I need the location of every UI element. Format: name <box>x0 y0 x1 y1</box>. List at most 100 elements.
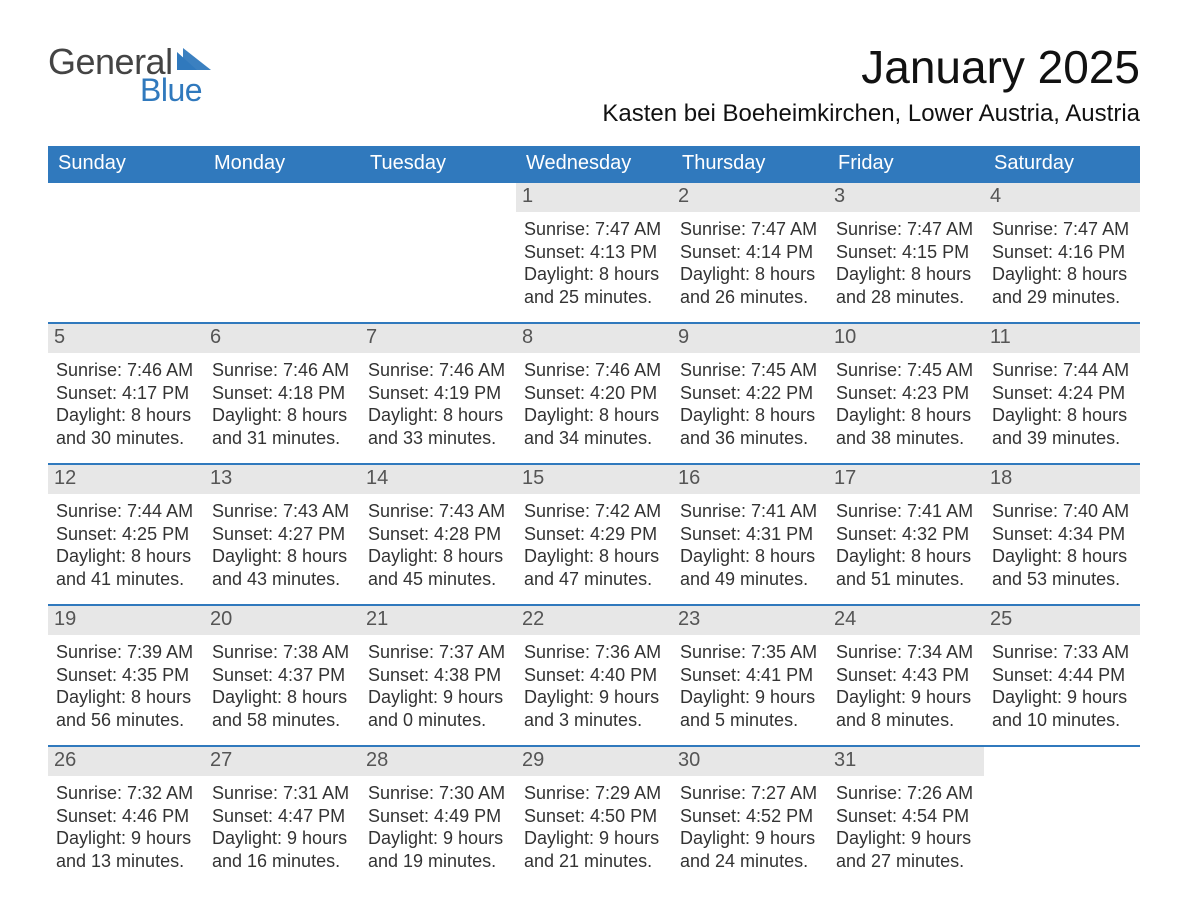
day-day1: Daylight: 8 hours <box>368 545 508 568</box>
day-sunrise: Sunrise: 7:37 AM <box>368 641 508 664</box>
day-sunset: Sunset: 4:54 PM <box>836 805 976 828</box>
day-cell: 12Sunrise: 7:44 AMSunset: 4:25 PMDayligh… <box>48 465 204 604</box>
day-day1: Daylight: 9 hours <box>368 827 508 850</box>
day-cell: 4Sunrise: 7:47 AMSunset: 4:16 PMDaylight… <box>984 183 1140 322</box>
day-cell: 8Sunrise: 7:46 AMSunset: 4:20 PMDaylight… <box>516 324 672 463</box>
day-sunset: Sunset: 4:20 PM <box>524 382 664 405</box>
day-number: 8 <box>516 324 672 353</box>
day-details: Sunrise: 7:26 AMSunset: 4:54 PMDaylight:… <box>836 782 976 872</box>
day-details: Sunrise: 7:35 AMSunset: 4:41 PMDaylight:… <box>680 641 820 731</box>
day-sunrise: Sunrise: 7:47 AM <box>836 218 976 241</box>
day-sunrise: Sunrise: 7:47 AM <box>680 218 820 241</box>
day-day2: and 47 minutes. <box>524 568 664 591</box>
weekday-header-row: Sunday Monday Tuesday Wednesday Thursday… <box>48 146 1140 183</box>
day-sunset: Sunset: 4:38 PM <box>368 664 508 687</box>
day-cell <box>204 183 360 322</box>
day-sunset: Sunset: 4:37 PM <box>212 664 352 687</box>
day-day1: Daylight: 9 hours <box>992 686 1132 709</box>
day-number: 4 <box>984 183 1140 212</box>
day-day2: and 29 minutes. <box>992 286 1132 309</box>
day-details: Sunrise: 7:41 AMSunset: 4:32 PMDaylight:… <box>836 500 976 590</box>
day-details: Sunrise: 7:38 AMSunset: 4:37 PMDaylight:… <box>212 641 352 731</box>
day-sunset: Sunset: 4:43 PM <box>836 664 976 687</box>
day-number: 5 <box>48 324 204 353</box>
day-number <box>204 183 360 212</box>
day-sunrise: Sunrise: 7:36 AM <box>524 641 664 664</box>
day-number: 12 <box>48 465 204 494</box>
day-day2: and 31 minutes. <box>212 427 352 450</box>
day-number: 11 <box>984 324 1140 353</box>
weekday-header: Thursday <box>672 146 828 183</box>
day-cell <box>48 183 204 322</box>
day-cell: 29Sunrise: 7:29 AMSunset: 4:50 PMDayligh… <box>516 747 672 886</box>
day-sunset: Sunset: 4:47 PM <box>212 805 352 828</box>
weeks-container: 1 Sunrise: 7:47 AM Sunset: 4:13 PM Daylight… <box>48 183 1140 886</box>
day-number <box>984 747 1140 776</box>
day-sunrise: Sunrise: 7:46 AM <box>524 359 664 382</box>
day-cell: 3 Sunrise: 7:47 AMSunset: 4:15 PMDaylight… <box>828 183 984 322</box>
weekday-header: Sunday <box>48 146 204 183</box>
day-number: 3 <box>828 183 984 212</box>
day-sunrise: Sunrise: 7:39 AM <box>56 641 196 664</box>
week-row: 19Sunrise: 7:39 AMSunset: 4:35 PMDayligh… <box>48 604 1140 745</box>
week-row: 26Sunrise: 7:32 AMSunset: 4:46 PMDayligh… <box>48 745 1140 886</box>
day-cell <box>984 747 1140 886</box>
day-sunset: Sunset: 4:50 PM <box>524 805 664 828</box>
day-cell: 25Sunrise: 7:33 AMSunset: 4:44 PMDayligh… <box>984 606 1140 745</box>
day-sunrise: Sunrise: 7:27 AM <box>680 782 820 805</box>
day-sunrise: Sunrise: 7:43 AM <box>212 500 352 523</box>
day-number: 20 <box>204 606 360 635</box>
day-day1: Daylight: 8 hours <box>992 263 1132 286</box>
day-sunrise: Sunrise: 7:41 AM <box>836 500 976 523</box>
day-sunset: Sunset: 4:13 PM <box>524 241 664 264</box>
day-day2: and 41 minutes. <box>56 568 196 591</box>
day-number <box>48 183 204 212</box>
day-sunrise: Sunrise: 7:38 AM <box>212 641 352 664</box>
day-sunset: Sunset: 4:24 PM <box>992 382 1132 405</box>
day-number: 30 <box>672 747 828 776</box>
weekday-header: Monday <box>204 146 360 183</box>
day-cell: 21Sunrise: 7:37 AMSunset: 4:38 PMDayligh… <box>360 606 516 745</box>
day-sunrise: Sunrise: 7:46 AM <box>212 359 352 382</box>
day-cell: 17Sunrise: 7:41 AMSunset: 4:32 PMDayligh… <box>828 465 984 604</box>
day-cell: 11Sunrise: 7:44 AMSunset: 4:24 PMDayligh… <box>984 324 1140 463</box>
day-sunrise: Sunrise: 7:44 AM <box>56 500 196 523</box>
day-sunrise: Sunrise: 7:32 AM <box>56 782 196 805</box>
day-details: Sunrise: 7:34 AMSunset: 4:43 PMDaylight:… <box>836 641 976 731</box>
day-day2: and 53 minutes. <box>992 568 1132 591</box>
day-details: Sunrise: 7:46 AMSunset: 4:17 PMDaylight:… <box>56 359 196 449</box>
day-day1: Daylight: 8 hours <box>992 545 1132 568</box>
day-cell: 10Sunrise: 7:45 AMSunset: 4:23 PMDayligh… <box>828 324 984 463</box>
day-day1: Daylight: 9 hours <box>680 827 820 850</box>
day-day1: Daylight: 8 hours <box>212 545 352 568</box>
day-sunrise: Sunrise: 7:26 AM <box>836 782 976 805</box>
day-day2: and 56 minutes. <box>56 709 196 732</box>
day-number: 19 <box>48 606 204 635</box>
day-cell: 5 Sunrise: 7:46 AMSunset: 4:17 PMDaylight… <box>48 324 204 463</box>
day-day1: Daylight: 8 hours <box>680 545 820 568</box>
calendar-grid: Sunday Monday Tuesday Wednesday Thursday… <box>48 146 1140 886</box>
day-sunset: Sunset: 4:23 PM <box>836 382 976 405</box>
weekday-header: Friday <box>828 146 984 183</box>
day-cell: 14Sunrise: 7:43 AMSunset: 4:28 PMDayligh… <box>360 465 516 604</box>
day-number: 31 <box>828 747 984 776</box>
day-number: 15 <box>516 465 672 494</box>
title-block: January 2025 Kasten bei Boeheimkirchen, … <box>602 44 1140 128</box>
day-cell: 20 Sunrise: 7:38 AMSunset: 4:37 PMDayligh… <box>204 606 360 745</box>
day-day1: Daylight: 8 hours <box>56 545 196 568</box>
day-sunset: Sunset: 4:44 PM <box>992 664 1132 687</box>
day-details: Sunrise: 7:47 AMSunset: 4:14 PMDaylight:… <box>680 218 820 308</box>
day-sunset: Sunset: 4:28 PM <box>368 523 508 546</box>
day-sunset: Sunset: 4:22 PM <box>680 382 820 405</box>
day-number: 14 <box>360 465 516 494</box>
day-number: 26 <box>48 747 204 776</box>
day-sunset: Sunset: 4:14 PM <box>680 241 820 264</box>
calendar-page: General Blue January 2025 Kasten bei Boe… <box>0 0 1188 918</box>
day-day1: Daylight: 9 hours <box>836 827 976 850</box>
day-cell: 27Sunrise: 7:31 AMSunset: 4:47 PMDayligh… <box>204 747 360 886</box>
day-number: 1 <box>516 183 672 212</box>
day-day2: and 34 minutes. <box>524 427 664 450</box>
day-day2: and 58 minutes. <box>212 709 352 732</box>
day-sunset: Sunset: 4:40 PM <box>524 664 664 687</box>
day-details: Sunrise: 7:47 AMSunset: 4:15 PMDaylight:… <box>836 218 976 308</box>
